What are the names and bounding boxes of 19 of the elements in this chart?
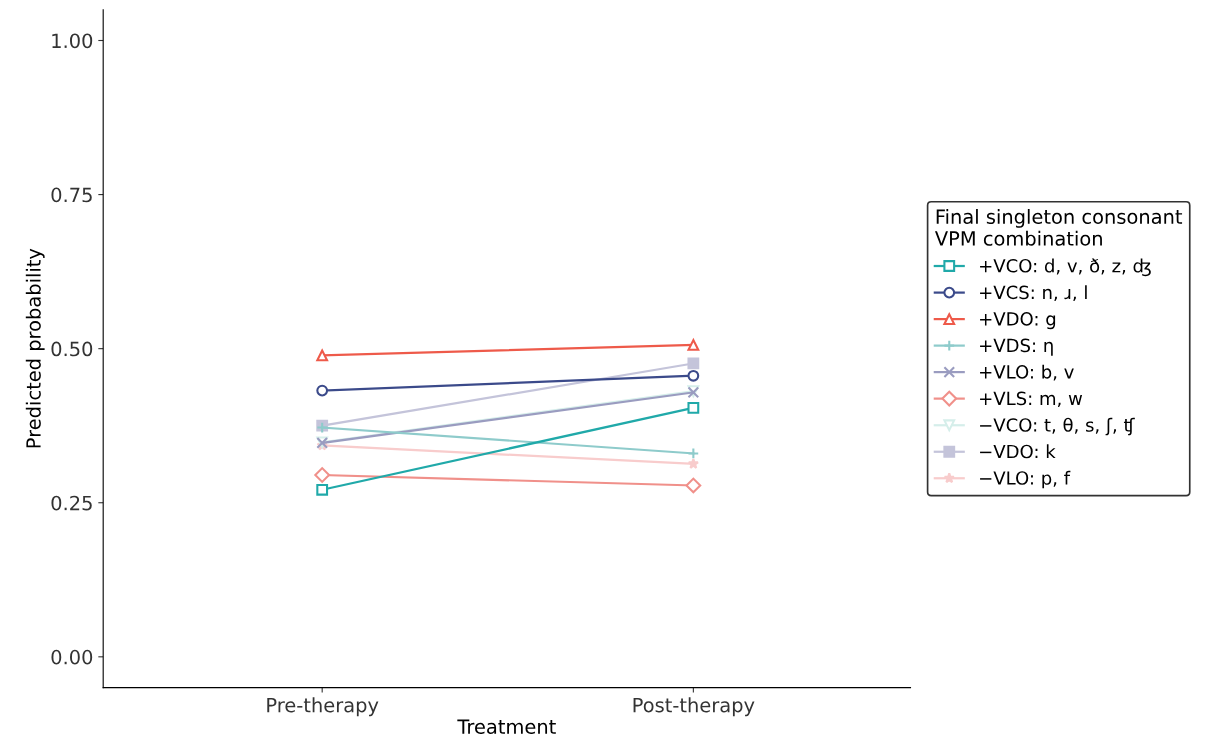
- y-axis-title: Predicted probability: [25, 248, 45, 448]
- x-axis-title: Treatment: [457, 719, 556, 734]
- x-tick-label: Pre-therapy: [267, 697, 379, 717]
- legend-title: Final singleton consonant VPM combination: [934, 208, 1183, 246]
- y-tick-label: 0.50: [51, 341, 93, 357]
- legend-label: +VLS: m, w: [980, 391, 1083, 408]
- legend-label: +VDO: g: [980, 312, 1056, 330]
- y-tick-label: 1.00: [52, 33, 93, 49]
- legend-label: −VDO: k: [980, 444, 1056, 459]
- y-tick-label: 0.25: [51, 495, 92, 511]
- y-tick-label: 0.00: [51, 649, 93, 665]
- x-tick-label: Post-therapy: [633, 697, 755, 717]
- legend-label: +VCO: d, v, ð, z, ʤ: [980, 258, 1151, 277]
- legend-label: −VCO: t, θ, s, ʃ, ʧ: [980, 417, 1135, 436]
- legend-label: +VDS: η: [980, 338, 1053, 356]
- legend-label: −VLO: p, f: [980, 470, 1071, 489]
- legend-label: +VLO: b, v: [980, 364, 1074, 381]
- y-tick-label: 0.75: [51, 187, 92, 203]
- legend-label: +VCS: n, ɹ, l: [980, 285, 1087, 302]
